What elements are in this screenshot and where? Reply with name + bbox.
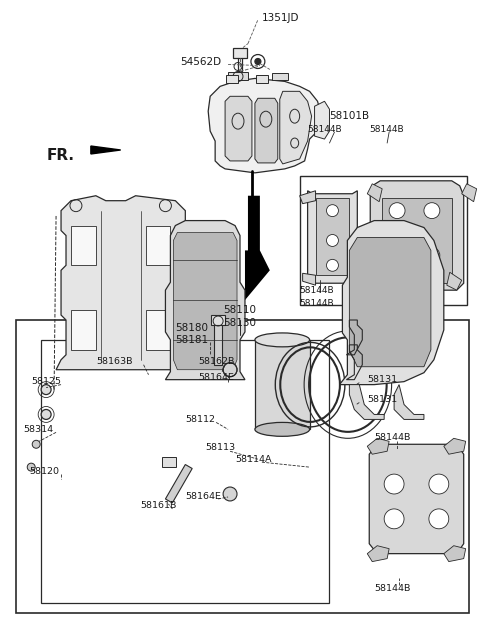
Bar [214,320,222,365]
Polygon shape [302,273,315,285]
Bar [41,340,329,603]
Polygon shape [369,444,464,554]
Polygon shape [300,191,315,204]
Text: 58144B: 58144B [300,286,334,295]
Text: 58125: 58125 [31,377,61,386]
Text: 58314: 58314 [23,425,53,434]
Bar [145,310,170,350]
Polygon shape [208,78,322,173]
Polygon shape [56,196,185,370]
Circle shape [429,509,449,529]
Polygon shape [367,184,382,202]
Bar [228,72,248,80]
Text: 58110: 58110 [224,305,256,315]
Polygon shape [315,197,349,275]
Text: 58144B: 58144B [308,124,342,133]
Circle shape [41,385,51,395]
Polygon shape [367,545,389,562]
Text: 58144B: 58144B [374,584,410,593]
Circle shape [326,204,338,217]
Polygon shape [314,101,329,139]
Polygon shape [245,196,270,300]
Text: 58162B: 58162B [198,357,235,366]
Circle shape [255,58,261,65]
Polygon shape [280,91,312,164]
Text: 58120: 58120 [29,467,59,476]
Text: 58144B: 58144B [374,433,410,442]
Circle shape [326,260,338,271]
Polygon shape [394,385,424,419]
Text: 54562D: 54562D [180,56,221,67]
Polygon shape [462,184,477,202]
Bar [226,76,238,83]
Polygon shape [173,233,237,370]
Polygon shape [382,197,452,283]
Bar [71,226,96,265]
Text: 58161B: 58161B [141,501,177,510]
Text: 58101B: 58101B [329,111,370,121]
Circle shape [384,474,404,494]
Polygon shape [91,146,120,154]
Text: 58131: 58131 [367,395,397,404]
Bar [16,320,468,613]
Bar [300,176,467,305]
Text: 58130: 58130 [224,318,256,328]
Circle shape [429,474,449,494]
Polygon shape [308,191,357,283]
Text: 58164E: 58164E [198,373,234,382]
Circle shape [326,235,338,246]
Circle shape [424,203,440,219]
Text: 1351JD: 1351JD [262,13,300,23]
Bar [272,74,288,80]
Text: 58113: 58113 [205,443,235,452]
Polygon shape [370,181,464,290]
Circle shape [389,247,405,263]
Circle shape [389,203,405,219]
Bar [211,315,225,325]
Ellipse shape [255,422,310,437]
Bar [256,76,268,83]
Bar [71,310,96,350]
Circle shape [223,363,237,377]
Polygon shape [444,545,466,562]
Circle shape [223,487,237,501]
Polygon shape [352,272,367,290]
Circle shape [32,440,40,448]
Bar [162,457,176,467]
Circle shape [424,247,440,263]
Bar [166,465,192,503]
Text: 58164E: 58164E [185,492,221,501]
Text: 58114A: 58114A [235,454,272,463]
Circle shape [27,463,35,471]
Polygon shape [349,385,384,419]
Polygon shape [367,438,389,454]
Text: 58181: 58181 [175,335,208,345]
Polygon shape [225,96,252,161]
Polygon shape [166,221,245,379]
Polygon shape [349,237,431,367]
Polygon shape [339,221,444,385]
Text: 58112: 58112 [185,415,216,424]
Text: 58144B: 58144B [369,124,404,133]
Bar [255,340,310,429]
Polygon shape [447,272,462,290]
Circle shape [41,410,51,419]
Bar [233,47,247,58]
Polygon shape [444,438,466,454]
Polygon shape [255,98,278,163]
Text: 58180: 58180 [175,323,208,333]
Bar [145,226,170,265]
Text: 58144B: 58144B [300,299,334,308]
Circle shape [384,509,404,529]
Text: 58163B: 58163B [96,357,132,366]
Text: 58131: 58131 [367,375,397,384]
Text: FR.: FR. [46,149,74,163]
Ellipse shape [255,333,310,347]
